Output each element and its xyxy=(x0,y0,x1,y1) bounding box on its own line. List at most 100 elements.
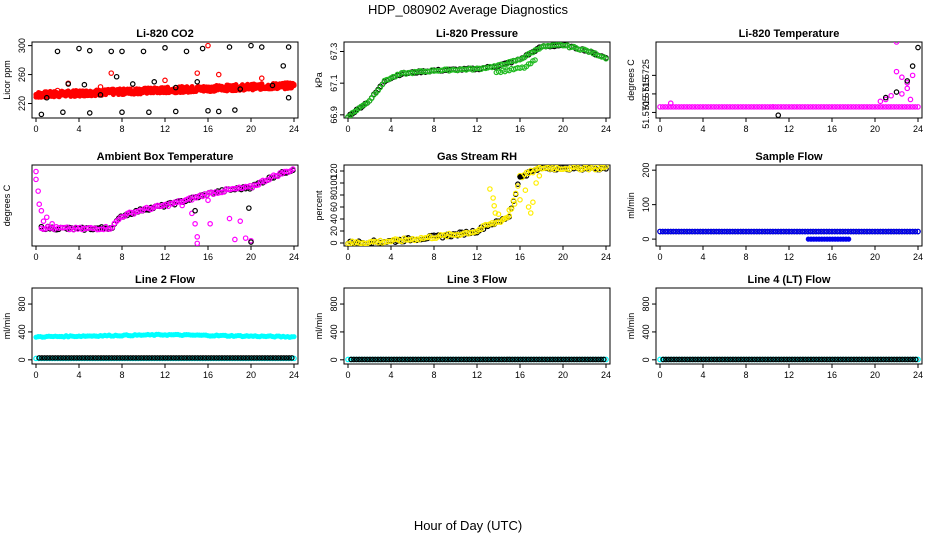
data-point xyxy=(258,75,265,81)
data-point xyxy=(568,356,575,363)
data-point xyxy=(893,104,900,110)
x-tick-label: 4 xyxy=(700,370,705,380)
data-point xyxy=(114,355,120,361)
data-point xyxy=(590,356,596,363)
data-point xyxy=(194,240,201,246)
data-point xyxy=(684,356,691,363)
y-tick-label: 260 xyxy=(17,67,27,82)
data-point xyxy=(466,356,473,363)
x-tick-label: 16 xyxy=(827,252,837,262)
data-point xyxy=(802,228,808,235)
data-point xyxy=(807,228,814,235)
data-point xyxy=(84,355,91,361)
y-axis-label: percent xyxy=(314,190,324,221)
data-point xyxy=(65,355,72,361)
data-point xyxy=(552,356,559,363)
data-point xyxy=(877,98,884,105)
data-point xyxy=(192,220,198,227)
x-tick-label: 12 xyxy=(472,124,482,134)
data-point xyxy=(379,81,386,88)
data-point xyxy=(810,104,816,110)
panel-li-820-co2: Li-820 CO2 Licor ppm 0 4 8 12 16 20 24 220 260 300 xyxy=(2,28,299,134)
data-point xyxy=(756,104,763,110)
data-point xyxy=(390,73,396,80)
data-point xyxy=(49,355,56,361)
data-point xyxy=(737,228,744,235)
data-point xyxy=(213,355,220,361)
data-point xyxy=(869,228,876,235)
data-point xyxy=(762,228,768,235)
data-point xyxy=(697,104,704,110)
panel-title: Gas Stream RH xyxy=(437,151,517,163)
data-point xyxy=(915,44,921,51)
data-point xyxy=(837,356,844,363)
data-point xyxy=(461,356,467,363)
data-point xyxy=(536,356,543,363)
data-point xyxy=(269,82,276,89)
series-group xyxy=(33,166,296,246)
x-tick-label: 8 xyxy=(119,252,124,262)
data-point xyxy=(749,356,755,363)
data-point xyxy=(43,214,50,221)
data-point xyxy=(883,356,890,363)
data-point xyxy=(724,356,731,363)
data-point xyxy=(899,104,905,110)
data-point xyxy=(875,356,882,363)
data-point xyxy=(878,356,884,363)
data-point xyxy=(278,355,284,361)
x-tick-label: 8 xyxy=(743,124,748,134)
data-point xyxy=(915,104,921,110)
data-point xyxy=(893,228,900,235)
data-point xyxy=(215,108,222,115)
x-tick-label: 20 xyxy=(246,370,256,380)
data-point xyxy=(874,104,881,110)
data-point xyxy=(910,356,916,363)
data-point xyxy=(907,96,914,103)
data-point xyxy=(829,104,835,110)
data-point xyxy=(372,356,379,363)
data-point xyxy=(472,356,478,363)
data-point xyxy=(582,356,588,363)
y-tick-label: 800 xyxy=(641,297,651,312)
data-point xyxy=(595,356,602,363)
data-point xyxy=(117,355,123,361)
data-point xyxy=(851,356,857,363)
data-point xyxy=(192,355,198,361)
data-point xyxy=(818,356,825,363)
data-point xyxy=(765,356,771,363)
data-point xyxy=(248,239,254,245)
panel-title: Line 3 Flow xyxy=(447,274,507,286)
data-point xyxy=(689,356,696,363)
data-point xyxy=(492,210,499,216)
data-point xyxy=(759,228,765,235)
data-point xyxy=(665,104,671,110)
x-tick-label: 0 xyxy=(345,370,350,380)
data-point xyxy=(525,204,532,210)
data-point xyxy=(109,224,116,231)
data-point xyxy=(692,356,699,363)
panel-li-820-temperature: Li-820 Temperature degrees C 0 4 8 12 16 20 24 51… xyxy=(626,28,923,134)
data-point xyxy=(710,104,717,110)
data-point xyxy=(837,228,843,235)
panel-title: Line 2 Flow xyxy=(135,274,195,286)
data-point xyxy=(434,356,441,363)
data-point xyxy=(184,355,190,361)
data-point xyxy=(119,355,126,361)
data-point xyxy=(775,228,782,235)
data-point xyxy=(856,104,862,110)
data-point xyxy=(834,104,841,110)
data-point xyxy=(517,197,523,203)
data-point xyxy=(74,355,80,361)
data-point xyxy=(810,356,817,363)
data-point xyxy=(62,224,68,231)
data-point xyxy=(727,228,733,235)
data-point xyxy=(162,355,169,361)
data-point xyxy=(684,104,690,110)
data-point xyxy=(670,104,677,110)
x-tick-label: 16 xyxy=(203,124,213,134)
data-point xyxy=(673,104,679,110)
data-point xyxy=(772,104,779,110)
data-point xyxy=(821,356,828,363)
data-point xyxy=(767,104,773,110)
data-point xyxy=(482,356,489,363)
